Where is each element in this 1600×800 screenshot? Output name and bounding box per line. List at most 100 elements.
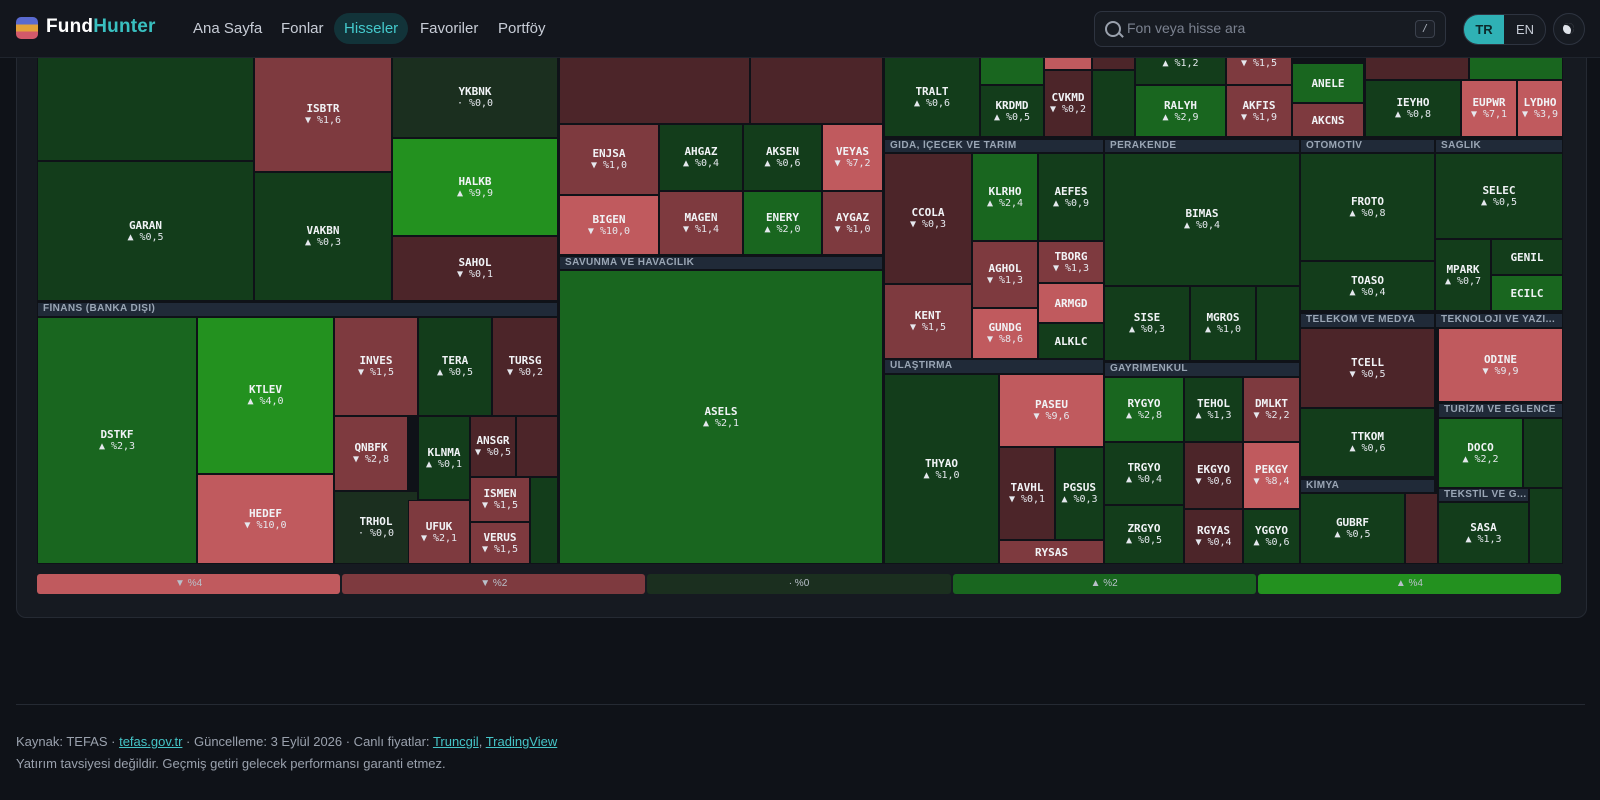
stock-tile-aksen[interactable]: AKSEN ▲ %0,6	[743, 124, 822, 191]
nav-link-stocks[interactable]: Hisseler	[334, 13, 409, 44]
treemap-filler-12[interactable]	[1529, 488, 1563, 564]
treemap-filler-7[interactable]	[516, 416, 558, 477]
stock-tile-pgsus[interactable]: PGSUS ▲ %0,3	[1055, 447, 1104, 540]
stock-tile-anele[interactable]: ANELE	[1292, 63, 1364, 103]
stock-tile-bigen[interactable]: BIGEN ▼ %10,0	[559, 195, 659, 255]
stock-tile-enjsa[interactable]: ENJSA ▼ %1,0	[559, 124, 659, 195]
treemap-filler-4[interactable]	[1092, 70, 1135, 137]
tradingview-link[interactable]: TradingView	[485, 734, 558, 749]
stock-tile-dmlkt[interactable]: DMLKT ▼ %2,2	[1243, 377, 1300, 442]
treemap-filler-11[interactable]	[1523, 418, 1563, 488]
stock-tile-garan[interactable]: GARAN ▲ %0,5	[37, 161, 254, 301]
stock-tile-ralyh[interactable]: RALYH ▲ %2,9	[1135, 85, 1226, 137]
stock-tile-rygyo[interactable]: RYGYO ▲ %2,8	[1104, 377, 1184, 442]
stock-tile-klnma[interactable]: KLNMA ▲ %0,1	[418, 416, 470, 500]
stock-tile-alklc[interactable]: ALKLC	[1038, 323, 1104, 359]
stock-tile-akcns[interactable]: AKCNS	[1292, 103, 1364, 137]
search-box[interactable]: Fon veya hisse ara /	[1094, 11, 1446, 47]
treemap-filler-enerji-2[interactable]	[750, 57, 883, 124]
logo-icon[interactable]	[16, 17, 38, 39]
stock-tile-ktlev[interactable]: KTLEV ▲ %4,0	[197, 317, 334, 474]
stock-tile-qnbfk[interactable]: QNBFK ▼ %2,8	[334, 416, 408, 491]
stock-tile-thyao[interactable]: THYAO ▲ %1,0	[884, 374, 999, 564]
stock-tile-mpark[interactable]: MPARK ▲ %0,7	[1435, 239, 1491, 311]
stock-tile-selec[interactable]: SELEC ▲ %0,5	[1435, 153, 1563, 239]
stock-tile-eupwr[interactable]: EUPWR ▼ %7,1	[1461, 80, 1517, 137]
stock-tile-inves[interactable]: INVES ▼ %1,5	[334, 317, 418, 416]
stock-tile-tavhl[interactable]: TAVHL ▼ %0,1	[999, 447, 1055, 540]
stock-tile-ecilc[interactable]: ECILC	[1491, 275, 1563, 311]
stock-tile-sasa[interactable]: SASA ▲ %1,3	[1438, 502, 1529, 564]
stock-tile-klrho[interactable]: KLRHO ▲ %2,4	[972, 153, 1038, 241]
stock-tile-lydho[interactable]: LYDHO ▼ %3,9	[1517, 80, 1563, 137]
stock-tile-veyas[interactable]: VEYAS ▼ %7,2	[822, 124, 883, 191]
stock-tile-bimas[interactable]: BIMAS ▲ %0,4	[1104, 153, 1300, 286]
stock-tile-unlabeled-24[interactable]: ▲ %1,2	[1135, 57, 1226, 85]
stock-tile-aefes[interactable]: AEFES ▲ %0,9	[1038, 153, 1104, 241]
stock-tile-ahgaz[interactable]: AHGAZ ▲ %0,4	[659, 124, 743, 191]
stock-tile-toaso[interactable]: TOASO ▲ %0,4	[1300, 261, 1435, 311]
stock-tile-ansgr[interactable]: ANSGR ▼ %0,5	[470, 416, 516, 477]
stock-tile-cvkmd[interactable]: CVKMD ▼ %0,2	[1044, 70, 1092, 137]
stock-tile-gubrf[interactable]: GUBRF ▲ %0,5	[1300, 493, 1405, 564]
stock-tile-ekgyo[interactable]: EKGYO ▼ %0,6	[1184, 442, 1243, 509]
stock-tile-isbtr[interactable]: ISBTR ▼ %1,6	[254, 57, 392, 172]
stock-tile-tehol[interactable]: TEHOL ▲ %1,3	[1184, 377, 1243, 442]
moon-icon[interactable]	[1553, 13, 1585, 45]
stock-tile-zrgyo[interactable]: ZRGYO ▲ %0,5	[1104, 505, 1184, 564]
stock-tile-halkb[interactable]: HALKB ▲ %9,9	[392, 138, 558, 236]
treemap-filler-9[interactable]	[1256, 286, 1300, 361]
stock-tile-doco[interactable]: DOCO ▲ %2,2	[1438, 418, 1523, 488]
stock-tile-paseu[interactable]: PASEU ▼ %9,6	[999, 374, 1104, 447]
stock-tile-gundg[interactable]: GUNDG ▼ %8,6	[972, 308, 1038, 359]
stock-tile-sise[interactable]: SISE ▲ %0,3	[1104, 286, 1190, 361]
stock-tile-ykbnk[interactable]: YKBNK · %0,0	[392, 57, 558, 138]
stock-tile-magen[interactable]: MAGEN ▼ %1,4	[659, 191, 743, 255]
nav-link-favorites[interactable]: Favoriler	[420, 20, 479, 37]
stock-tile-tralt[interactable]: TRALT ▲ %0,6	[884, 57, 980, 137]
nav-link-home[interactable]: Ana Sayfa	[193, 20, 263, 37]
lang-tr-button[interactable]: TR	[1464, 15, 1504, 44]
stock-tile-unlabeled-25[interactable]: ▼ %1,5	[1226, 57, 1292, 85]
stock-tile-ieyho[interactable]: IEYHO ▲ %0,8	[1365, 80, 1461, 137]
stock-tile-rgyas[interactable]: RGYAS ▼ %0,4	[1184, 509, 1243, 564]
stock-tile-pekgy[interactable]: PEKGY ▼ %8,4	[1243, 442, 1300, 509]
stock-tile-krdmd[interactable]: KRDMD ▲ %0,5	[980, 85, 1044, 137]
stock-tile-verus[interactable]: VERUS ▼ %1,5	[470, 522, 530, 564]
stock-tile-rysas[interactable]: RYSAS	[999, 540, 1104, 564]
lang-en-button[interactable]: EN	[1515, 22, 1535, 37]
stock-tile-aghol[interactable]: AGHOL ▼ %1,3	[972, 241, 1038, 308]
stock-tile-yggyo[interactable]: YGGYO ▲ %0,6	[1243, 509, 1300, 564]
tefas-link[interactable]: tefas.gov.tr	[119, 734, 183, 749]
stock-tile-enery[interactable]: ENERY ▲ %2,0	[743, 191, 822, 255]
treemap-filler-6[interactable]	[1469, 57, 1563, 80]
stock-tile-tcell[interactable]: TCELL ▼ %0,5	[1300, 328, 1435, 408]
treemap-filler-1[interactable]	[980, 57, 1044, 85]
search-input[interactable]: Fon veya hisse ara	[1127, 20, 1246, 36]
stock-tile-akfis[interactable]: AKFIS ▼ %1,9	[1226, 85, 1292, 137]
stock-tile-tborg[interactable]: TBORG ▼ %1,3	[1038, 241, 1104, 283]
stock-tile-froto[interactable]: FROTO ▲ %0,8	[1300, 153, 1435, 261]
stock-tile-ttkom[interactable]: TTKOM ▲ %0,6	[1300, 408, 1435, 477]
stock-tile-vakbn[interactable]: VAKBN ▲ %0,3	[254, 172, 392, 301]
stock-tile-tera[interactable]: TERA ▲ %0,5	[418, 317, 492, 416]
stock-tile-hedef[interactable]: HEDEF ▼ %10,0	[197, 474, 334, 564]
stock-tile-ufuk[interactable]: UFUK ▼ %2,1	[408, 500, 470, 564]
stock-tile-tursg[interactable]: TURSG ▼ %0,2	[492, 317, 558, 416]
stock-tile-asels[interactable]: ASELS ▲ %2,1	[559, 270, 883, 564]
treemap-filler-2[interactable]	[1044, 57, 1092, 70]
treemap-filler-5[interactable]	[1365, 57, 1469, 80]
stock-tile-odine[interactable]: ODINE ▼ %9,9	[1438, 328, 1563, 402]
treemap-filler-3[interactable]	[1092, 57, 1135, 70]
nav-link-portfolio[interactable]: Portföy	[498, 20, 546, 37]
treemap-filler-banka[interactable]	[37, 57, 254, 161]
stock-tile-sahol[interactable]: SAHOL ▼ %0,1	[392, 236, 558, 301]
stock-tile-genil[interactable]: GENIL	[1491, 239, 1563, 275]
stock-tile-ismen[interactable]: ISMEN ▼ %1,5	[470, 477, 530, 522]
nav-link-funds[interactable]: Fonlar	[281, 20, 324, 37]
stock-tile-kent[interactable]: KENT ▼ %1,5	[884, 284, 972, 359]
treemap-filler-10[interactable]	[1405, 493, 1438, 564]
stock-tile-dstkf[interactable]: DSTKF ▲ %2,3	[37, 317, 197, 564]
stock-tile-aygaz[interactable]: AYGAZ ▼ %1,0	[822, 191, 883, 255]
stock-tile-trhol[interactable]: TRHOL · %0,0	[334, 491, 418, 564]
